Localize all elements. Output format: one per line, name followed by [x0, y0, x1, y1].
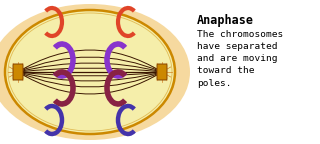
Ellipse shape	[5, 10, 175, 134]
Ellipse shape	[0, 4, 190, 140]
Text: The chromosomes
have separated
and are moving
toward the
poles.: The chromosomes have separated and are m…	[197, 30, 283, 88]
Text: Anaphase: Anaphase	[197, 14, 254, 27]
FancyBboxPatch shape	[13, 64, 23, 80]
FancyBboxPatch shape	[157, 64, 167, 80]
Ellipse shape	[35, 43, 175, 117]
